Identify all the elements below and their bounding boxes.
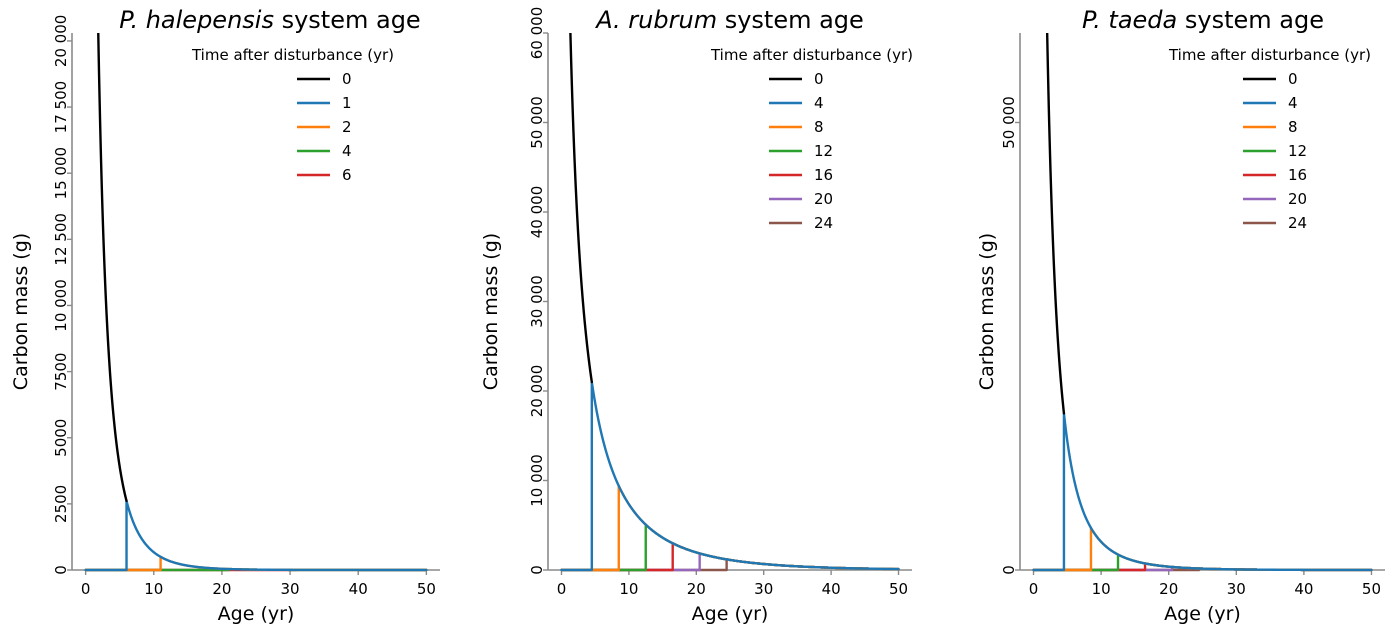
legend-label: 0 [814,70,824,88]
legend-label: 4 [1288,94,1298,112]
x-tick-label: 40 [349,580,368,598]
y-tick-label: 12 500 [52,213,70,265]
legend-label: 1 [342,94,352,112]
y-axis-label: Carbon mass (g) [10,233,32,390]
x-tick-label: 20 [1159,580,1178,598]
y-tick-label: 17 500 [52,81,70,134]
x-tick-label: 50 [889,580,908,598]
legend-label: 24 [814,214,833,232]
y-tick-label: 0 [528,565,546,575]
y-tick-label: 0 [52,565,70,575]
legend-label: 0 [342,70,352,88]
y-tick-label: 50 000 [1000,96,1018,149]
legend-label: 0 [1288,70,1298,88]
y-tick-label: 2500 [52,485,70,523]
y-tick-label: 10 000 [528,454,546,507]
x-tick-label: 10 [1092,580,1111,598]
legend-label: 16 [1288,166,1307,184]
y-tick-label: 0 [1000,565,1018,575]
x-tick-label: 0 [81,580,91,598]
legend-label: 2 [342,118,352,136]
legend-label: 4 [342,142,352,160]
legend-label: 4 [814,94,824,112]
y-tick-label: 5000 [52,419,70,457]
series-line-8 [1032,526,1373,572]
x-tick-label: 30 [281,580,300,598]
y-tick-label: 20 000 [52,15,70,68]
x-tick-label: 40 [1294,580,1313,598]
y-tick-label: 30 000 [528,275,546,328]
x-tick-label: 10 [619,580,638,598]
legend-title: Time after disturbance (yr) [191,46,394,64]
series-line-0 [569,33,594,384]
x-axis-label: Age (yr) [218,603,295,625]
x-tick-label: 0 [1029,580,1039,598]
x-tick-label: 20 [212,580,231,598]
legend-label: 8 [1288,118,1298,136]
legend-label: 20 [814,190,833,208]
series-line-16 [560,542,900,572]
chart-title: A. rubrum system age [594,6,864,34]
legend-label: 16 [814,166,833,184]
series-group [560,33,900,572]
legend-title: Time after disturbance (yr) [1168,46,1371,64]
chart-title: P. halepensis system age [119,6,420,34]
legend: Time after disturbance (yr) 0 1 2 4 6 [191,46,394,184]
series-line-8 [560,484,900,572]
x-tick-label: 0 [557,580,567,598]
x-tick-label: 10 [144,580,163,598]
series-line-0 [97,33,128,503]
series-line-12 [560,523,900,572]
series-line-4 [1032,412,1373,572]
x-tick-label: 50 [1362,580,1381,598]
series-line-4 [560,380,900,572]
legend-label: 12 [1288,142,1307,160]
y-tick-label: 7500 [52,353,70,391]
legend-label: 24 [1288,214,1307,232]
legend: Time after disturbance (yr) 0 4 8 12 16 20 24 [1168,46,1371,232]
y-tick-label: 60 000 [528,7,546,60]
y-axis-label: Carbon mass (g) [976,233,998,390]
y-axis-label: Carbon mass (g) [480,233,502,390]
legend-label: 20 [1288,190,1307,208]
legend-title: Time after disturbance (yr) [710,46,913,64]
y-tick-label: 10 000 [52,279,70,332]
y-tick-label: 50 000 [528,96,546,149]
x-tick-label: 30 [754,580,773,598]
legend-label: 12 [814,142,833,160]
series-group [84,33,428,572]
series-group [1032,33,1373,572]
series-line-1 [84,499,428,572]
x-tick-label: 40 [822,580,841,598]
legend-label: 8 [814,118,824,136]
series-line-2 [84,555,428,572]
y-tick-label: 40 000 [528,186,546,239]
x-axis-label: Age (yr) [692,603,769,625]
series-line-0 [1045,33,1066,415]
legend: Time after disturbance (yr) 0 4 8 12 16 20 24 [710,46,913,232]
y-tick-label: 20 000 [528,365,546,418]
y-tick-label: 15 000 [52,147,70,200]
x-tick-label: 50 [417,580,436,598]
x-tick-label: 30 [1227,580,1246,598]
x-axis-label: Age (yr) [1164,603,1241,625]
x-tick-label: 20 [687,580,706,598]
chart-title: P. taeda system age [1082,6,1324,34]
legend-label: 6 [342,166,352,184]
